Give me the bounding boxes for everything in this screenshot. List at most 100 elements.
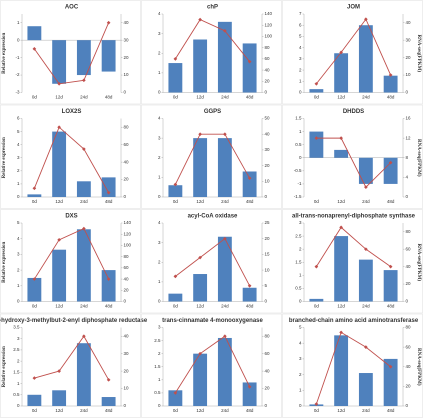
x-tick-label: 48d bbox=[105, 408, 113, 413]
y2-tick-label: 60 bbox=[265, 56, 271, 61]
chart-title: GGPS bbox=[204, 109, 221, 115]
x-tick-label: 12d bbox=[55, 408, 63, 413]
panel-border bbox=[0, 104, 141, 209]
line-marker bbox=[173, 57, 178, 61]
line-series bbox=[33, 126, 110, 193]
y2-tick-label: 140 bbox=[265, 11, 273, 16]
line-series bbox=[315, 226, 391, 267]
bar bbox=[309, 89, 324, 93]
y2-tick-label: 25 bbox=[265, 220, 271, 225]
x-tick-label: 12d bbox=[196, 199, 204, 204]
y2-tick-label: 80 bbox=[406, 229, 412, 234]
y-tick-label: 3.5 bbox=[13, 325, 20, 330]
y2-tick-label: 4 bbox=[406, 175, 409, 180]
y-tick-label: 0 bbox=[17, 194, 20, 199]
y-tick-label: 2 bbox=[158, 351, 161, 356]
x-tick-label: 12d bbox=[196, 95, 204, 100]
y2-tick-label: 80 bbox=[124, 254, 130, 259]
y-tick-label: 2.5 bbox=[154, 338, 161, 343]
y-tick-label: -2 bbox=[15, 72, 19, 77]
y2-tick-label: 10 bbox=[265, 267, 271, 272]
x-tick-label: 48d bbox=[246, 199, 254, 204]
line-marker bbox=[173, 391, 178, 395]
y-tick-label: 2 bbox=[17, 168, 20, 173]
line-marker bbox=[198, 17, 202, 22]
x-tick-label: 0d bbox=[32, 199, 38, 204]
y-tick-label: 1 bbox=[17, 283, 20, 288]
line-marker bbox=[32, 47, 37, 51]
x-tick-label: 24d bbox=[362, 199, 370, 204]
panel-border bbox=[282, 313, 423, 418]
x-tick-label: 0d bbox=[32, 95, 38, 100]
y2-tick-label: 0 bbox=[406, 403, 409, 408]
line-series bbox=[33, 228, 110, 280]
chart-title: JOM bbox=[347, 5, 360, 11]
bar bbox=[101, 270, 116, 302]
y-tick-label: 1 bbox=[158, 377, 161, 382]
x-tick-label: 48d bbox=[387, 199, 395, 204]
y-tick-label: 1 bbox=[299, 129, 302, 134]
y2-tick-label: 0 bbox=[124, 403, 127, 408]
bar bbox=[76, 229, 91, 302]
panel-border bbox=[0, 0, 141, 105]
y2-tick-label: 0 bbox=[124, 194, 127, 199]
line-marker bbox=[223, 132, 227, 137]
bar bbox=[242, 43, 257, 93]
y2-tick-label: 12 bbox=[406, 135, 412, 140]
y2-tick-label: 0 bbox=[265, 90, 268, 95]
y2-tick-label: 120 bbox=[124, 231, 132, 236]
bar bbox=[193, 138, 208, 197]
x-tick-label: 48d bbox=[387, 95, 395, 100]
chart-title: all-trans-nonaprenyl-diphosphate synthas… bbox=[292, 214, 416, 220]
chart-panel: 4-hydroxy-3-methylbut-2-enyl diphosphate… bbox=[0, 313, 148, 418]
y2-tick-label: 60 bbox=[124, 142, 130, 147]
y-tick-label: 3 bbox=[299, 220, 302, 225]
y2-tick-label: 40 bbox=[124, 20, 130, 25]
chart-title: LOX2S bbox=[62, 109, 82, 115]
bar bbox=[242, 382, 257, 406]
y2-tick-label: 30 bbox=[124, 37, 130, 42]
y-tick-label: 2 bbox=[17, 267, 20, 272]
bar bbox=[383, 270, 398, 302]
y2-tick-label: 20 bbox=[406, 55, 412, 60]
line-marker bbox=[223, 236, 227, 241]
y-axis-label: Relative expression bbox=[2, 137, 7, 178]
y2-tick-label: 10 bbox=[406, 72, 412, 77]
y-tick-label: 3 bbox=[158, 240, 161, 245]
y2-tick-label: 0 bbox=[406, 194, 409, 199]
bar bbox=[27, 277, 42, 302]
bar bbox=[383, 75, 398, 93]
x-tick-label: 24d bbox=[80, 304, 88, 309]
y2-tick-label: 140 bbox=[124, 220, 132, 225]
y-tick-label: 0 bbox=[299, 403, 302, 408]
chart-panel: all-trans-nonaprenyl-diphosphate synthas… bbox=[282, 209, 423, 314]
chart-title: trans-cinnamate 4-monooxygenase bbox=[162, 318, 263, 324]
y2-tick-label: 40 bbox=[406, 264, 412, 269]
y-tick-label: 0 bbox=[299, 155, 302, 160]
y-tick-label: 4 bbox=[158, 220, 161, 225]
x-tick-label: 0d bbox=[314, 199, 320, 204]
y-tick-label: 0.5 bbox=[295, 286, 302, 291]
y-tick-label: -1.5 bbox=[294, 194, 302, 199]
line-marker bbox=[223, 28, 227, 33]
bar bbox=[217, 138, 232, 197]
y-tick-label: 3 bbox=[158, 31, 161, 36]
y-tick-label: -1 bbox=[297, 181, 301, 186]
y2-axis-label: RNA-seq(FPKM) bbox=[416, 139, 421, 177]
y2-tick-label: 0 bbox=[265, 194, 268, 199]
y2-tick-label: 20 bbox=[124, 177, 130, 182]
bar bbox=[52, 131, 67, 197]
y2-tick-label: 30 bbox=[406, 37, 412, 42]
line-marker bbox=[247, 384, 252, 389]
line-series bbox=[174, 335, 251, 394]
y2-tick-label: 30 bbox=[265, 147, 271, 152]
y-tick-label: 3 bbox=[158, 325, 161, 330]
panel-border bbox=[141, 0, 282, 105]
y-tick-label: 6 bbox=[17, 116, 20, 121]
bar bbox=[76, 40, 91, 76]
line-series bbox=[315, 331, 391, 405]
bar bbox=[27, 26, 42, 41]
y-tick-label: 0 bbox=[299, 299, 302, 304]
